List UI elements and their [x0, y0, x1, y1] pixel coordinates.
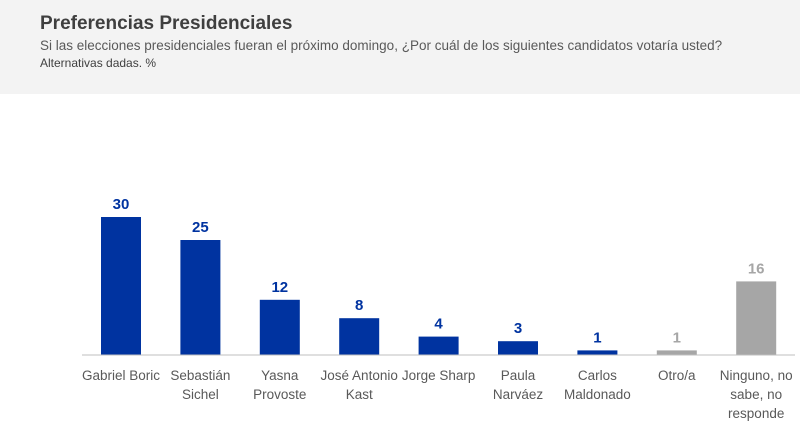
category-label-1: Sebastián Sichel — [170, 368, 230, 402]
category-label-3: José Antonio Kast — [321, 368, 398, 402]
chart-header: Preferencias Presidenciales Si las elecc… — [0, 0, 800, 94]
chart-note: Alternativas dadas. % — [40, 56, 157, 70]
category-label-6: Carlos Maldonado — [564, 368, 631, 402]
category-label-2: Yasna Provoste — [253, 368, 306, 402]
category-label-4: Jorge Sharp — [402, 368, 476, 383]
bar-chart: 30 Gabriel Boric 25 Sebastián Sichel 12 Yasna P… — [82, 196, 795, 421]
bar-4 — [418, 336, 459, 355]
data-label-7: 1 — [673, 329, 681, 346]
page-title: Preferencias Presidenciales — [40, 13, 293, 34]
category-label-7: Otro/a — [658, 368, 696, 383]
data-label-4: 4 — [434, 316, 443, 333]
data-label-3: 8 — [355, 297, 363, 314]
data-label-0: 30 — [113, 196, 130, 213]
bar-2 — [259, 299, 300, 355]
bar-3 — [339, 318, 380, 355]
bar-7 — [656, 350, 697, 355]
bar-0 — [101, 217, 141, 355]
data-label-8: 16 — [748, 260, 765, 277]
category-label-8: Ninguno, no sabe, no responde — [720, 368, 793, 421]
data-label-6: 1 — [593, 329, 601, 346]
category-label-0: Gabriel Boric — [82, 368, 160, 383]
bar-6 — [577, 350, 618, 355]
data-label-1: 25 — [192, 219, 209, 236]
chart-subtitle: Si las elecciones presidenciales fueran … — [40, 38, 723, 53]
bar-5 — [498, 341, 538, 355]
category-label-5: Paula Narváez — [493, 368, 544, 402]
bar-8 — [736, 281, 777, 355]
data-label-5: 3 — [514, 320, 522, 337]
bar-1 — [180, 240, 221, 355]
data-label-2: 12 — [271, 279, 288, 296]
